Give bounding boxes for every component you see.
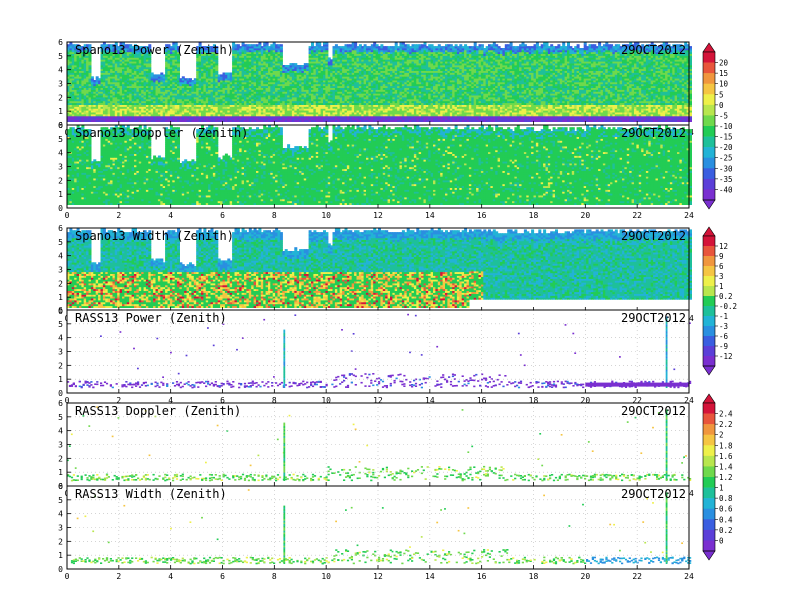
heatmap-cell [258, 42, 261, 44]
heatmap-cell [91, 76, 94, 78]
heatmap-cell [280, 44, 283, 46]
heatmap-cell [266, 42, 269, 44]
heatmap-cell [311, 42, 314, 44]
